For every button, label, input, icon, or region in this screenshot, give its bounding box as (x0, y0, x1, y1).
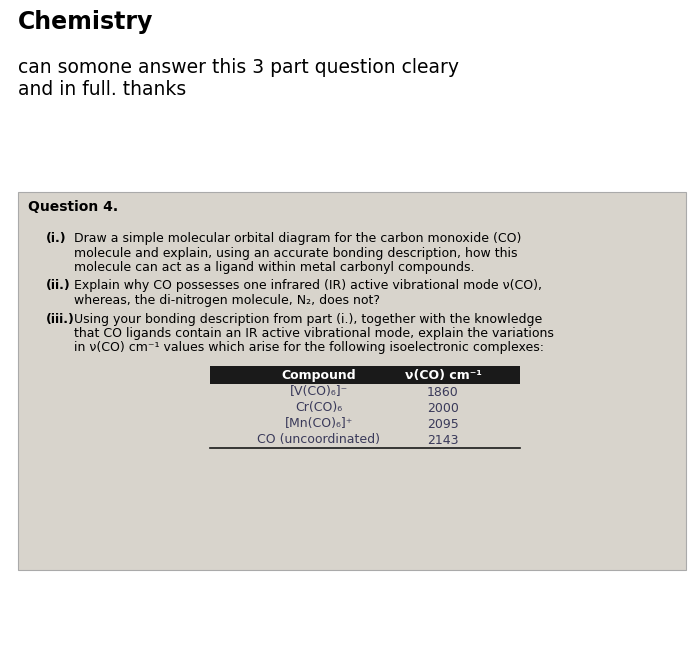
Text: (i.): (i.) (46, 232, 66, 245)
Text: 2000: 2000 (427, 401, 459, 415)
Text: Explain why CO possesses one infrared (IR) active vibrational mode ν(CO),: Explain why CO possesses one infrared (I… (74, 279, 542, 293)
Text: Compound: Compound (282, 369, 357, 382)
Text: Using your bonding description from part (i.), together with the knowledge: Using your bonding description from part… (74, 312, 542, 325)
Text: Cr(CO)₆: Cr(CO)₆ (296, 401, 343, 415)
FancyBboxPatch shape (18, 192, 686, 570)
Text: 2143: 2143 (427, 434, 459, 447)
Text: CO (uncoordinated): CO (uncoordinated) (258, 434, 381, 447)
Text: and in full. thanks: and in full. thanks (18, 80, 187, 99)
Text: 2095: 2095 (427, 417, 459, 430)
Text: Draw a simple molecular orbital diagram for the carbon monoxide (CO): Draw a simple molecular orbital diagram … (74, 232, 522, 245)
Text: ν(CO) cm⁻¹: ν(CO) cm⁻¹ (404, 369, 482, 382)
Text: whereas, the di-nitrogen molecule, N₂, does not?: whereas, the di-nitrogen molecule, N₂, d… (74, 294, 380, 307)
Text: [Mn(CO)₆]⁺: [Mn(CO)₆]⁺ (285, 417, 353, 430)
Text: 1860: 1860 (427, 386, 459, 398)
Text: can somone answer this 3 part question cleary: can somone answer this 3 part question c… (18, 58, 459, 77)
Text: molecule and explain, using an accurate bonding description, how this: molecule and explain, using an accurate … (74, 247, 518, 260)
Text: Chemistry: Chemistry (18, 10, 153, 34)
Text: [V(CO)₆]⁻: [V(CO)₆]⁻ (290, 386, 348, 398)
Text: (iii.): (iii.) (46, 312, 75, 325)
Text: in ν(CO) cm⁻¹ values which arise for the following isoelectronic complexes:: in ν(CO) cm⁻¹ values which arise for the… (74, 342, 544, 354)
FancyBboxPatch shape (211, 366, 520, 384)
Text: (ii.): (ii.) (46, 279, 70, 293)
Text: molecule can act as a ligand within metal carbonyl compounds.: molecule can act as a ligand within meta… (74, 261, 475, 274)
Text: that CO ligands contain an IR active vibrational mode, explain the variations: that CO ligands contain an IR active vib… (74, 327, 554, 340)
Text: Question 4.: Question 4. (28, 200, 118, 214)
